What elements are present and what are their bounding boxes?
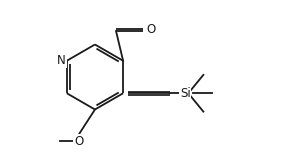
Text: O: O bbox=[74, 135, 83, 148]
Text: N: N bbox=[57, 54, 66, 67]
Text: O: O bbox=[146, 23, 156, 36]
Text: Si: Si bbox=[180, 87, 191, 100]
